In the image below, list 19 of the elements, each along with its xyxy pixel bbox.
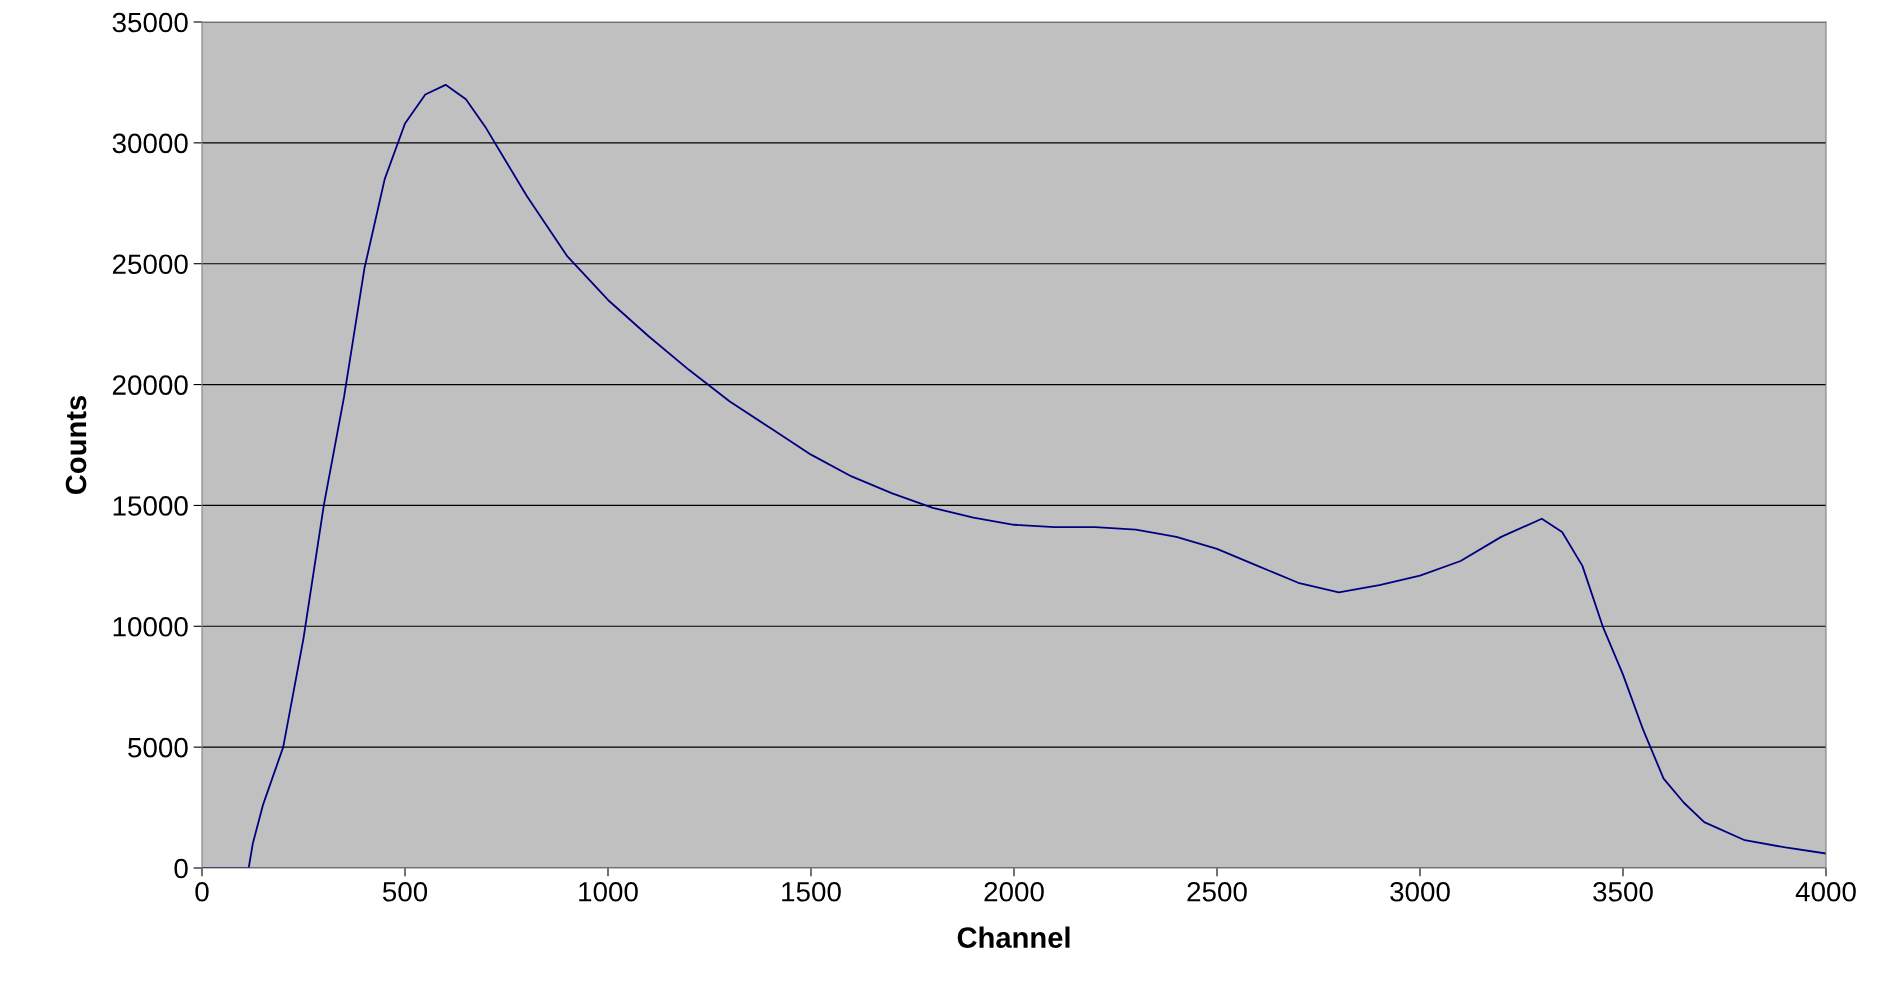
y-tick-label: 0	[174, 858, 188, 879]
y-tick-label: 10000	[113, 616, 188, 637]
y-tick-label: 25000	[112, 254, 188, 275]
y-axis-title: Counts	[65, 395, 87, 495]
y-tick-label: 30000	[112, 133, 188, 154]
x-axis-title: Channel	[957, 926, 1070, 948]
y-tick-label: 20000	[112, 375, 188, 395]
y-tick-label: 35000	[112, 12, 188, 33]
x-tick-label: 1500	[782, 881, 841, 902]
x-tick-label: 1000	[579, 881, 638, 902]
y-tick-label: 15000	[113, 496, 188, 516]
x-tick-label: 4000	[1795, 881, 1856, 902]
x-tick-label: 3000	[1390, 881, 1450, 902]
x-tick-label: 2500	[1187, 881, 1247, 902]
x-tick-label: 2000	[984, 881, 1044, 902]
x-tick-label: 500	[382, 881, 428, 902]
y-tick-label: 5000	[128, 737, 188, 758]
x-tick-label: 3500	[1593, 881, 1653, 902]
x-tick-label: 0	[195, 881, 209, 902]
